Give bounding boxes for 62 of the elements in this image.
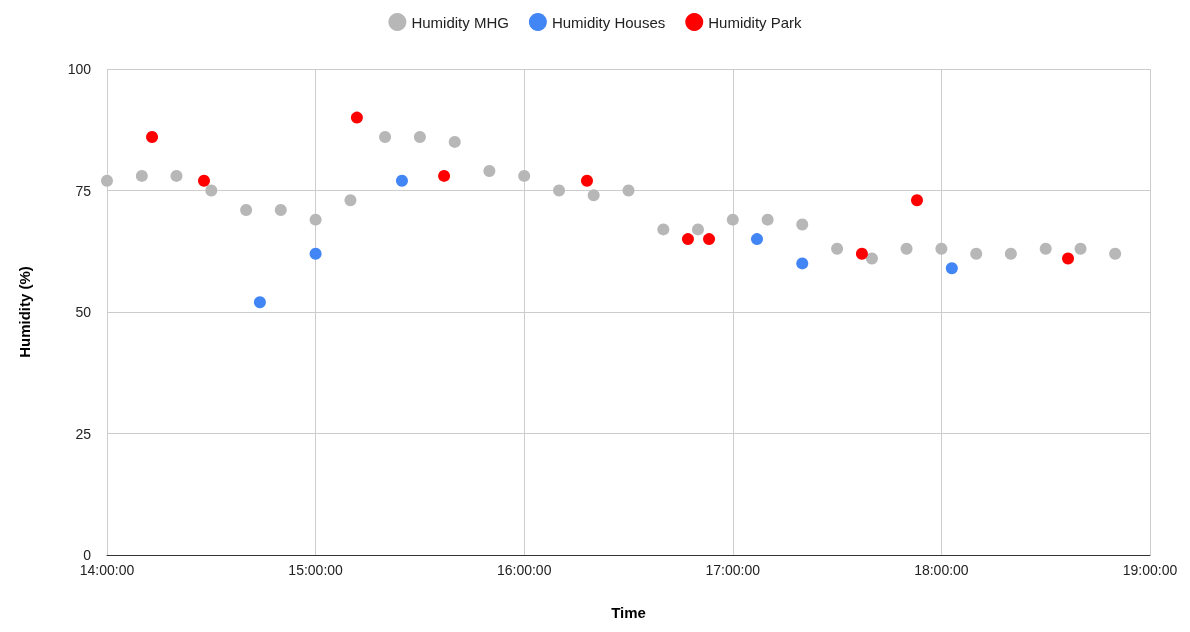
- point: [691, 223, 704, 236]
- x-tick-label: 15:00:00: [288, 562, 344, 578]
- x-tick-label: 16:00:00: [496, 562, 552, 578]
- point: [796, 218, 809, 231]
- point: [483, 165, 496, 178]
- point: [309, 247, 322, 260]
- point: [751, 233, 763, 246]
- point: [1109, 247, 1122, 260]
- point: [198, 174, 210, 187]
- point: [796, 257, 809, 270]
- point: [657, 223, 670, 236]
- point: [681, 233, 694, 246]
- x-axis-title: Time: [611, 604, 646, 621]
- point: [170, 169, 183, 182]
- point: [900, 242, 913, 255]
- point: [935, 242, 948, 255]
- point: [970, 247, 983, 260]
- point: [395, 174, 408, 187]
- point: [253, 296, 266, 309]
- y-tick-label: 100: [67, 61, 92, 77]
- point: [350, 111, 363, 124]
- point: [438, 169, 451, 182]
- point: [581, 174, 593, 187]
- point: [761, 213, 774, 226]
- point: [146, 131, 159, 144]
- point: [1074, 242, 1087, 255]
- point: [135, 169, 148, 182]
- point: [703, 233, 716, 246]
- point: [622, 184, 635, 197]
- point: [518, 169, 531, 182]
- point: [1039, 242, 1052, 255]
- legend-label: Humidity MHG: [411, 13, 509, 31]
- point: [865, 252, 878, 265]
- point: [831, 242, 844, 255]
- point: [240, 203, 253, 216]
- point: [205, 184, 218, 197]
- y-tick-label: 0: [83, 547, 92, 563]
- x-tick-label: 18:00:00: [914, 562, 969, 578]
- point: [379, 131, 392, 144]
- x-tick-label: 17:00:00: [705, 562, 761, 578]
- point: [344, 194, 357, 207]
- point: [309, 213, 322, 226]
- point: [855, 247, 868, 260]
- point: [413, 131, 426, 144]
- legend-label: Humidity Park: [708, 13, 803, 31]
- point: [101, 174, 113, 187]
- point: [726, 213, 739, 226]
- point: [911, 194, 923, 207]
- y-axis-title: Humidity (%): [16, 266, 33, 358]
- point: [587, 189, 600, 202]
- point: [448, 135, 461, 148]
- point: [1004, 247, 1017, 260]
- point: [553, 184, 566, 197]
- y-tick-label: 25: [75, 425, 92, 442]
- y-tick-label: 50: [75, 304, 92, 320]
- x-tick-label: 14:00:00: [79, 562, 135, 578]
- x-tick-label: 19:00:00: [1122, 562, 1178, 578]
- y-tick-label: 75: [75, 182, 92, 199]
- legend-label: Humidity Houses: [551, 13, 666, 31]
- point: [945, 262, 958, 275]
- point: [1062, 252, 1075, 265]
- point: [274, 203, 287, 216]
